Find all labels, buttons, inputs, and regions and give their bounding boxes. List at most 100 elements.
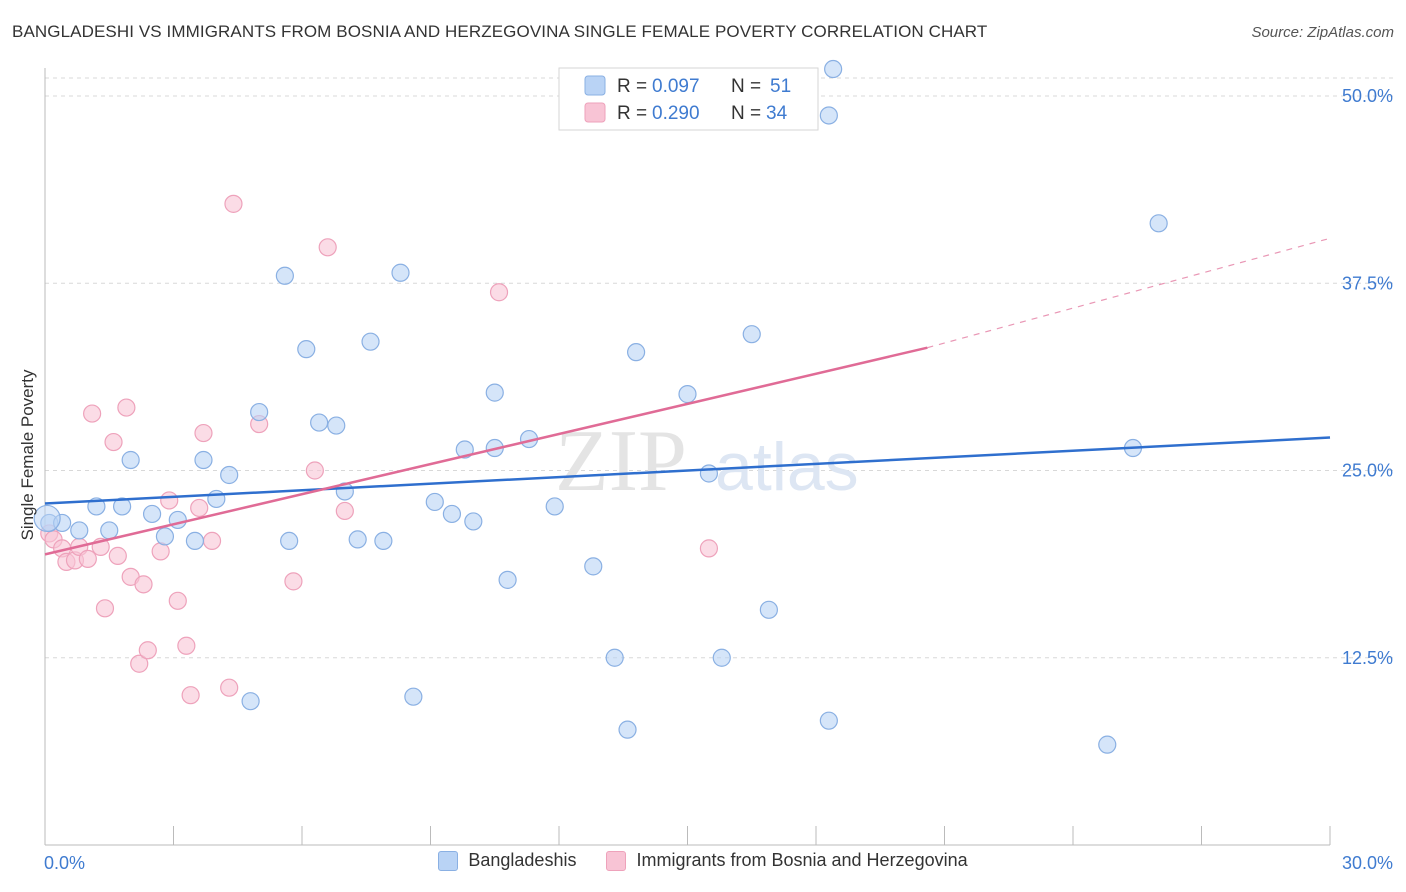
x-tick-labels: 0.0% 30.0%: [44, 853, 1393, 873]
series-bosnia-points: [40, 194, 719, 705]
bangladeshi-point-23: [361, 332, 380, 351]
bosnia-point-7: [83, 404, 102, 423]
bosnia-point-32: [489, 283, 509, 302]
bosnia-point-33: [699, 539, 719, 558]
legend-item-bangladeshis[interactable]: Bangladeshis: [438, 850, 576, 871]
bangladeshi-point-4: [100, 521, 119, 540]
bangladeshi-point-19: [310, 413, 329, 432]
legend-item-bosnia[interactable]: Immigrants from Bosnia and Herzegovina: [606, 850, 968, 871]
bosnia-point-12: [117, 398, 136, 417]
bosnia-point-16: [138, 641, 157, 660]
legend-swatch-bosnia: [606, 850, 627, 871]
axes: [44, 68, 1331, 846]
bangladeshi-point-35: [545, 497, 564, 516]
bangladeshi-point-33: [498, 570, 517, 589]
legend-n-label-pink: N =: [731, 103, 761, 124]
bosnia-point-19: [168, 591, 187, 610]
y-tick-label-3: 50.0%: [1342, 86, 1393, 106]
chart-title: BANGLADESHI VS IMMIGRANTS FROM BOSNIA AN…: [12, 22, 988, 41]
bangladeshi-point-7: [142, 504, 162, 524]
bangladeshi-point-10: [185, 531, 205, 551]
bosnia-point-14: [130, 654, 149, 673]
bangladeshi-point-2: [70, 521, 89, 540]
bangladeshi-trend-line: [44, 436, 1331, 505]
source-label: Source: ZipAtlas.com: [1251, 24, 1394, 41]
bangladeshi-point-17: [280, 531, 299, 551]
y-tick-label-2: 37.5%: [1342, 273, 1393, 293]
bangladeshi-point-48: [1098, 735, 1117, 754]
bangladeshi-point-47: [824, 59, 843, 79]
bangladeshi-point-20: [327, 416, 346, 435]
bosnia-point-30: [318, 238, 337, 257]
x-tick-label-1: 30.0%: [1342, 853, 1393, 873]
bangladeshi-point-16: [275, 266, 294, 285]
bangladeshi-point-43: [742, 325, 761, 344]
bosnia-point-17: [151, 542, 170, 561]
bangladeshi-point-42: [712, 648, 731, 667]
bosnia-point-11: [108, 546, 127, 565]
legend-n-value-blue: 51: [770, 76, 791, 97]
bosnia-point-23: [194, 423, 213, 443]
bangladeshi-point-11: [194, 450, 213, 470]
bangladeshi-point-44: [759, 600, 778, 619]
bangladeshi-point-37: [605, 648, 624, 667]
bangladeshi-point-12: [207, 489, 226, 509]
legend-swatch-bangladeshis: [438, 850, 459, 871]
bangladeshi-point-13: [220, 465, 239, 485]
trend-lines: [44, 237, 1331, 556]
legend-label-bangladeshis: Bangladeshis: [468, 850, 577, 870]
bangladeshi-point-32: [485, 383, 504, 402]
bosnia-point-26: [224, 194, 243, 213]
x-tick-label-0: 0.0%: [44, 853, 85, 873]
legend-swatch-pink: [584, 102, 606, 123]
bangladeshi-point-26: [404, 687, 423, 706]
bosnia-point-31: [335, 501, 354, 521]
y-tick-labels: 12.5% 25.0% 37.5% 50.0%: [1342, 86, 1393, 668]
bosnia-trend-line: [44, 346, 928, 556]
bangladeshi-point-45: [819, 106, 838, 125]
bangladeshi-point-27: [425, 492, 444, 512]
y-tick-label-1: 25.0%: [1342, 461, 1393, 481]
bangladeshi-point-36: [584, 557, 603, 576]
bangladeshi-point-8: [155, 527, 175, 546]
bangladeshi-point-38: [618, 720, 637, 739]
legend-r-value-pink: 0.290: [652, 103, 700, 124]
bosnia-point-10: [104, 432, 123, 452]
legend-r-label-pink: R =: [617, 103, 647, 124]
bangladeshi-point-22: [348, 530, 367, 549]
legend-r-value-blue: 0.097: [652, 76, 700, 97]
bangladeshi-point-15: [250, 402, 269, 422]
series-bangladeshi-points: [33, 59, 1168, 754]
series-legend: Bangladeshis Immigrants from Bosnia and …: [0, 850, 1406, 871]
bangladeshi-point-40: [678, 385, 697, 404]
bangladeshi-point-50: [1149, 214, 1168, 233]
bosnia-point-9: [95, 599, 115, 618]
grid-lines: [45, 77, 1393, 659]
bosnia-point-21: [181, 686, 200, 705]
bangladeshi-point-5: [112, 497, 132, 516]
bangladeshi-point-18: [297, 340, 316, 359]
bangladeshi-point-14: [241, 692, 260, 711]
legend-r-label-blue: R =: [617, 76, 647, 97]
bosnia-point-24: [202, 531, 222, 551]
bosnia-point-25: [220, 678, 239, 697]
bangladeshi-point-30: [464, 512, 483, 531]
watermark-zip: ZIP: [555, 413, 687, 510]
bosnia-point-29: [305, 461, 324, 480]
correlation-legend: R = 0.097 N = 51 R = 0.290 N = 34: [558, 67, 819, 131]
y-tick-label-0: 12.5%: [1342, 648, 1393, 668]
bangladeshi-point-24: [374, 531, 393, 551]
bangladeshi-point-6: [121, 450, 140, 470]
bosnia-point-18: [160, 491, 179, 510]
bosnia-trend-extension: [927, 237, 1331, 349]
bangladeshi-point-39: [626, 343, 646, 362]
bosnia-point-28: [284, 572, 303, 591]
bosnia-point-6: [78, 549, 97, 568]
bosnia-point-20: [177, 636, 196, 655]
watermark: ZIP atlas: [555, 413, 859, 510]
legend-label-bosnia: Immigrants from Bosnia and Herzegovina: [636, 850, 968, 870]
bangladeshi-point-46: [819, 711, 838, 730]
legend-n-value-pink: 34: [766, 103, 788, 124]
bangladeshi-point-cluster: [33, 504, 61, 533]
